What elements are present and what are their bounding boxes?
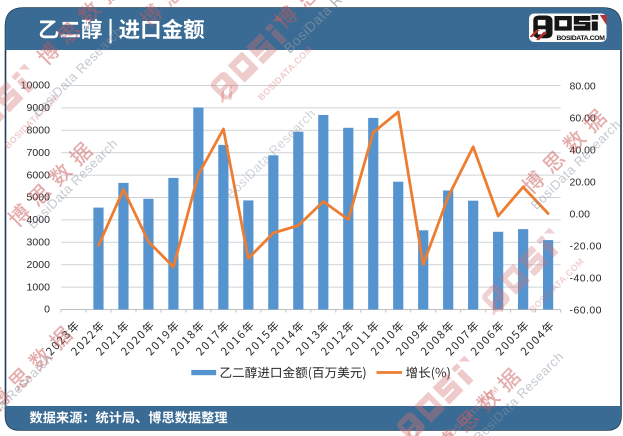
svg-text:0.00: 0.00 — [570, 208, 591, 220]
svg-text:1000: 1000 — [27, 281, 51, 293]
svg-text:4000: 4000 — [27, 214, 51, 226]
svg-text:3000: 3000 — [27, 237, 51, 249]
svg-text:6000: 6000 — [27, 169, 51, 181]
svg-text:-20.00: -20.00 — [570, 240, 602, 252]
svg-text:-60.00: -60.00 — [570, 304, 602, 316]
svg-text:0: 0 — [44, 304, 50, 316]
svg-text:80.00: 80.00 — [570, 80, 596, 92]
svg-text:20.00: 20.00 — [570, 176, 596, 188]
svg-text:BOSIDATA.COM: BOSIDATA.COM — [557, 35, 606, 42]
svg-text:2000: 2000 — [27, 259, 51, 271]
svg-text:-40.00: -40.00 — [570, 272, 602, 284]
svg-text:7000: 7000 — [27, 147, 51, 159]
